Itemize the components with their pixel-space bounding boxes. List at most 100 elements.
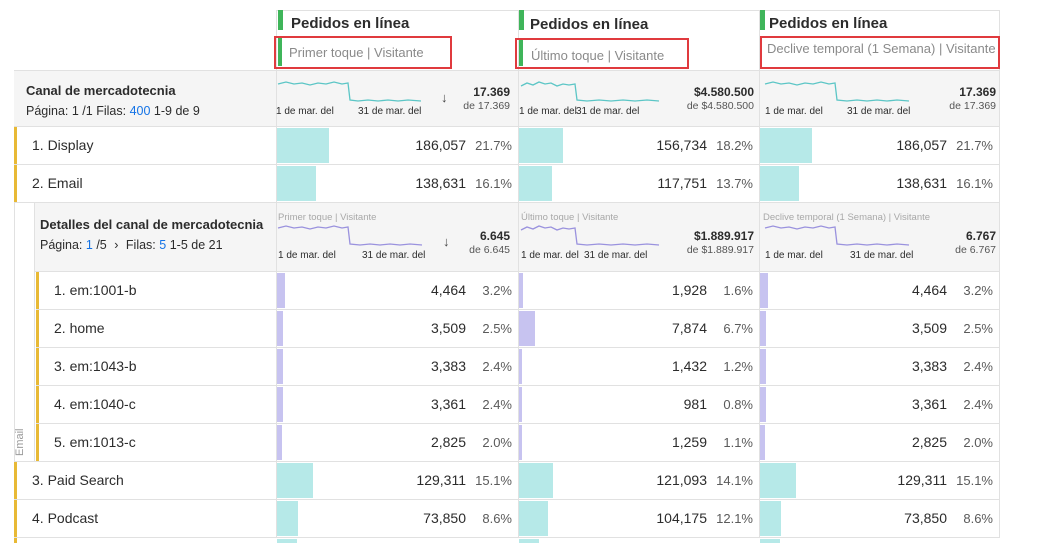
dimension-title[interactable]: Canal de mercadotecnia bbox=[26, 83, 176, 98]
breakdown-row[interactable]: 5. em:1013-c 2,825 2.0% 1,259 1.1% 2,825 2.0% bbox=[36, 424, 1000, 462]
breakdown-row[interactable]: 1. em:1001-b 4,464 3.2% 1,928 1.6% 4,464 3.2% bbox=[36, 272, 1000, 310]
row-label[interactable]: 2. Email bbox=[32, 175, 83, 191]
column-metric-title: Pedidos en línea bbox=[769, 15, 888, 32]
cell-value: 138,631 bbox=[896, 175, 947, 191]
value-bar bbox=[277, 425, 282, 460]
sparkline-start-label: 1 de mar. del bbox=[519, 106, 577, 117]
row-accent bbox=[36, 424, 39, 462]
sparkline bbox=[277, 225, 423, 246]
cell-percent: 2.4% bbox=[482, 397, 512, 412]
value-bar bbox=[277, 273, 285, 308]
cell-value: 2,825 bbox=[911, 434, 947, 450]
breakdown-total-of: de $1.889.917 bbox=[686, 244, 754, 256]
sparkline-start-label: 1 de mar. del bbox=[521, 250, 579, 261]
breakdown-header-band bbox=[34, 203, 1000, 272]
cell-value: 3,383 bbox=[430, 358, 466, 374]
table-row[interactable]: 2. Email 138,631 16.1% 117,751 13.7% 138,631 1… bbox=[14, 165, 1000, 203]
cell-value: 3,361 bbox=[911, 396, 947, 412]
breakdown-model-label: Último toque | Visitante bbox=[521, 212, 619, 223]
cell-value: 129,311 bbox=[416, 472, 466, 488]
row-label[interactable]: 1. em:1001-b bbox=[54, 282, 137, 298]
cell-percent: 2.0% bbox=[482, 435, 512, 450]
cell-percent: 3.2% bbox=[963, 283, 993, 298]
row-label[interactable]: 4. Podcast bbox=[32, 510, 99, 526]
sparkline bbox=[764, 225, 910, 246]
breakdown-total: $1.889.917 bbox=[693, 229, 754, 243]
sparkline-end-label: 31 de mar. del bbox=[584, 250, 648, 261]
row-label[interactable]: 3. Paid Search bbox=[32, 472, 124, 488]
cell-value: 73,850 bbox=[423, 510, 466, 526]
row-label[interactable]: 3. em:1043-b bbox=[54, 358, 137, 374]
breakdown-model-label: Primer toque | Visitante bbox=[278, 212, 377, 223]
breakdown-dimension-title[interactable]: Detalles del canal de mercadotecnia bbox=[40, 217, 264, 232]
breakdown-total-of: de 6.645 bbox=[469, 244, 510, 256]
dimension-header-band bbox=[14, 70, 1000, 127]
column-total: 17.369 bbox=[959, 85, 996, 99]
attribution-model-label[interactable]: Primer toque | Visitante bbox=[289, 45, 424, 60]
cell-percent: 21.7% bbox=[956, 138, 993, 153]
rows-per-page[interactable]: 5 bbox=[159, 238, 167, 252]
cell-value: 129,311 bbox=[897, 472, 947, 488]
attribution-model-label[interactable]: Último toque | Visitante bbox=[531, 48, 665, 63]
sparkline-end-label: 31 de mar. del bbox=[847, 106, 911, 117]
sparkline bbox=[764, 81, 910, 102]
breakdown-model-label: Declive temporal (1 Semana) | Visitante bbox=[763, 212, 931, 223]
cell-value: 117,751 bbox=[657, 175, 707, 191]
row-accent bbox=[14, 127, 17, 165]
cell-value: 1,259 bbox=[671, 434, 707, 450]
cell-percent: 15.1% bbox=[956, 473, 993, 488]
table-row[interactable]: 3. Paid Search 129,311 15.1% 121,093 14.1% 12… bbox=[14, 462, 1000, 500]
sparkline-start-label: 1 de mar. del bbox=[276, 106, 334, 117]
value-bar bbox=[519, 349, 522, 384]
rows-per-page[interactable]: 400 bbox=[129, 104, 151, 118]
cell-percent: 16.1% bbox=[956, 176, 993, 191]
row-label[interactable]: 5. em:1013-c bbox=[54, 434, 136, 450]
row-accent bbox=[36, 310, 39, 348]
cell-percent: 2.4% bbox=[482, 359, 512, 374]
cell-percent: 2.0% bbox=[963, 435, 993, 450]
value-bar bbox=[760, 463, 797, 498]
cell-percent: 2.5% bbox=[482, 321, 512, 336]
column-metric-title: Pedidos en línea bbox=[530, 16, 649, 33]
cell-percent: 18.2% bbox=[716, 138, 753, 153]
breakdown-pagination: Página: 1 /5 › Filas: 5 1-5 de 21 bbox=[40, 238, 223, 252]
row-label[interactable]: 4. em:1040-c bbox=[54, 396, 136, 412]
breakdown-row[interactable]: 2. home 3,509 2.5% 7,874 6.7% 3,509 2.5% bbox=[36, 310, 1000, 348]
value-bar bbox=[277, 539, 297, 543]
row-accent bbox=[36, 348, 39, 386]
cell-value: 4,464 bbox=[911, 282, 947, 298]
column-total-of: de 17.369 bbox=[949, 100, 996, 112]
value-bar bbox=[277, 311, 283, 346]
column-indicator bbox=[519, 10, 524, 30]
cell-value: 73,850 bbox=[904, 510, 947, 526]
value-bar bbox=[760, 311, 766, 346]
sparkline-end-label: 31 de mar. del bbox=[362, 250, 426, 261]
sort-descending-icon[interactable]: ↓ bbox=[441, 90, 448, 105]
column-indicator bbox=[519, 40, 523, 66]
breakdown-total: 6.767 bbox=[965, 229, 996, 243]
rows-label: Filas: bbox=[125, 238, 156, 252]
highlight-box bbox=[274, 36, 452, 69]
row-accent bbox=[14, 538, 17, 543]
sort-descending-icon[interactable]: ↓ bbox=[443, 234, 450, 249]
page-current[interactable]: 1 bbox=[85, 238, 93, 252]
cell-percent: 1.6% bbox=[723, 283, 753, 298]
cell-percent: 1.1% bbox=[723, 435, 753, 450]
breakdown-row[interactable]: 3. em:1043-b 3,383 2.4% 1,432 1.2% 3,383 2.4% bbox=[36, 348, 1000, 386]
row-accent bbox=[14, 462, 17, 500]
sparkline bbox=[520, 225, 660, 246]
breakdown-row[interactable]: 4. em:1040-c 3,361 2.4% 981 0.8% 3,361 2.4% bbox=[36, 386, 1000, 424]
page-total: /5 bbox=[96, 238, 107, 252]
table-row[interactable]: 4. Podcast 73,850 8.6% 104,175 12.1% 73,850 8.… bbox=[14, 500, 1000, 538]
page-indicator[interactable]: Página: 1 /1 bbox=[26, 104, 93, 118]
cell-percent: 3.2% bbox=[482, 283, 512, 298]
attribution-model-label[interactable]: Declive temporal (1 Semana) | Visitante bbox=[767, 41, 996, 56]
row-label[interactable]: 2. home bbox=[54, 320, 105, 336]
table-row[interactable]: 1. Display 186,057 21.7% 156,734 18.2% 186,05… bbox=[14, 127, 1000, 165]
cell-percent: 21.7% bbox=[475, 138, 512, 153]
next-page-icon[interactable]: › bbox=[114, 238, 119, 252]
value-bar bbox=[277, 463, 314, 498]
cell-value: 3,509 bbox=[430, 320, 466, 336]
row-label[interactable]: 1. Display bbox=[32, 137, 94, 153]
value-bar bbox=[760, 425, 765, 460]
